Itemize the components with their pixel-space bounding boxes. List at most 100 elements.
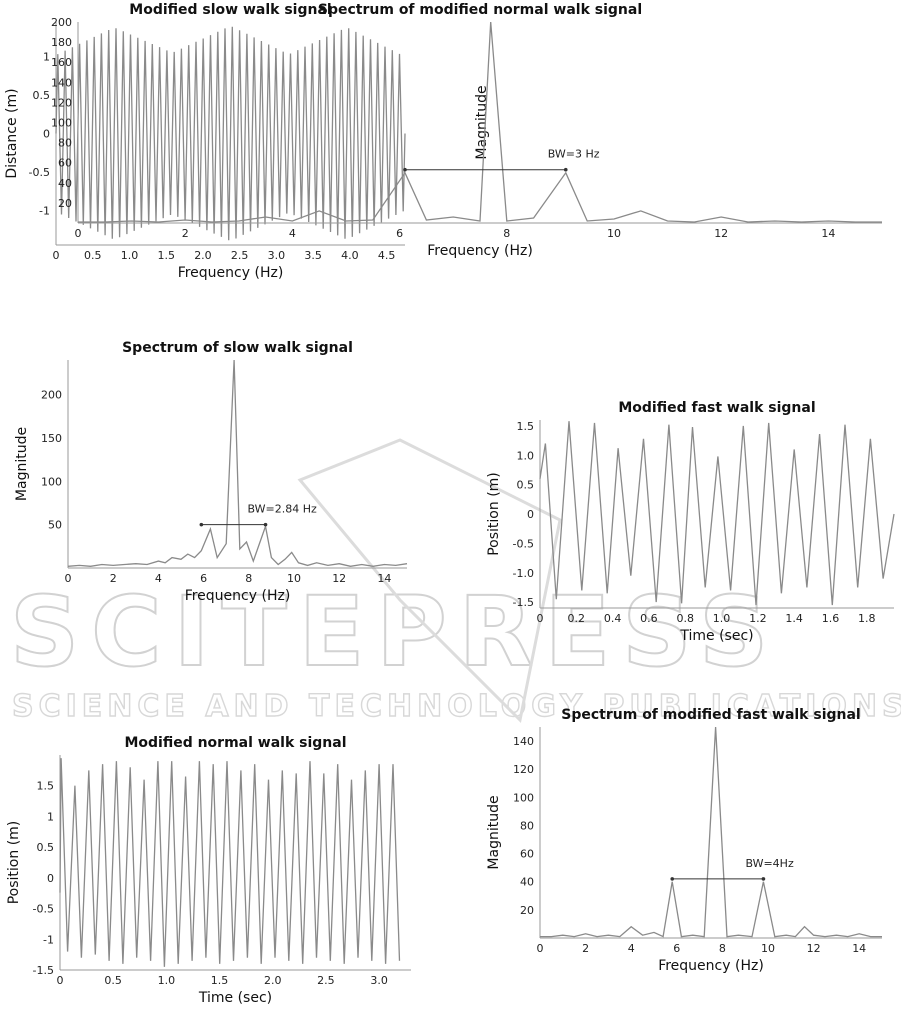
- x-tick-label: 0.6: [640, 612, 658, 625]
- x-tick-label: 0.2: [568, 612, 586, 625]
- x-tick-label: 10: [287, 572, 301, 585]
- x-tick-label: 6: [396, 227, 403, 240]
- fast_walk_signal-svg: Modified fast walk signal 0 0.2 0.4 0.6 0.8 1.…: [486, 400, 895, 644]
- y-tick-label: 120: [513, 763, 534, 776]
- y-tick-label: 200: [51, 16, 72, 29]
- series-line: [67, 359, 408, 567]
- y-tick-label: 0.5: [37, 841, 55, 854]
- y-tick-label: 0: [527, 508, 534, 521]
- bandwidth-endpoint: [563, 167, 568, 172]
- x-axis-label: Frequency (Hz): [178, 265, 284, 281]
- y-tick-label: 140: [51, 76, 72, 89]
- y-tick-label: 80: [58, 137, 72, 150]
- y-tick-label: 20: [58, 197, 72, 210]
- y-tick-label: 40: [520, 876, 534, 889]
- chart-normal-walk-spectrum: Spectrum of modified normal walk signal 0…: [51, 0, 901, 290]
- x-tick-label: 6: [200, 572, 207, 585]
- bandwidth-endpoint: [761, 877, 766, 881]
- y-tick-label: 1: [47, 810, 54, 823]
- bandwidth-endpoint: [403, 167, 407, 172]
- y-tick-label: 40: [58, 177, 72, 190]
- x-axis-label: Time (sec): [679, 628, 753, 644]
- x-tick-label: 8: [719, 942, 726, 955]
- chart-normal-walk-signal: Modified normal walk signal 0 0.5 1.0 1.5 2.0…: [0, 720, 440, 1015]
- y-tick-label: 120: [51, 96, 72, 109]
- x-tick-label: 1.5: [211, 974, 229, 987]
- y-tick-label: 60: [520, 848, 534, 861]
- x-tick-label: 4: [289, 227, 296, 240]
- x-tick-label: 0: [65, 572, 72, 585]
- bandwidth-label: BW=4Hz: [745, 857, 794, 870]
- bandwidth-endpoint: [670, 877, 675, 881]
- x-axis-label: Time (sec): [198, 990, 272, 1006]
- x-tick-label: 8: [503, 227, 510, 240]
- y-tick-label: 150: [41, 432, 62, 445]
- y-axis-label: Magnitude: [14, 427, 30, 501]
- x-tick-label: 4.5: [378, 249, 396, 262]
- series-line: [540, 726, 882, 938]
- x-tick-label: 3.0: [268, 249, 286, 262]
- chart-fast-walk-signal: Modified fast walk signal 0 0.2 0.4 0.6 0.8 1.…: [470, 380, 901, 680]
- x-tick-label: 12: [714, 227, 728, 240]
- x-tick-label: 1.5: [157, 249, 175, 262]
- chart-title: Modified slow walk signal: [129, 2, 331, 18]
- x-tick-label: 14: [852, 942, 866, 955]
- chart-title: Spectrum of modified fast walk signal: [561, 707, 860, 723]
- normal_walk_signal-svg: Modified normal walk signal 0 0.5 1.0 1.5 2.0…: [6, 735, 411, 1006]
- normal_walk_spectrum-svg: Spectrum of modified normal walk signal 0…: [51, 2, 882, 259]
- series-line: [78, 21, 882, 223]
- y-tick-label: 1.5: [37, 780, 55, 793]
- x-axis-label: Frequency (Hz): [427, 243, 533, 259]
- x-tick-label: 3.5: [304, 249, 322, 262]
- y-tick-label: -1.5: [513, 596, 534, 609]
- x-tick-label: 12: [332, 572, 346, 585]
- x-tick-label: 2: [582, 942, 589, 955]
- y-tick-label: -1.0: [513, 567, 534, 580]
- y-tick-label: 100: [513, 791, 534, 804]
- x-tick-label: 2.5: [231, 249, 249, 262]
- y-tick-label: -0.5: [33, 903, 54, 916]
- x-tick-label: 0: [537, 612, 544, 625]
- x-tick-label: 0.5: [84, 249, 102, 262]
- x-tick-label: 4: [628, 942, 635, 955]
- x-tick-label: 1.4: [785, 612, 803, 625]
- x-tick-label: 0.8: [676, 612, 694, 625]
- x-tick-label: 1.0: [713, 612, 731, 625]
- y-axis-label: Position (m): [486, 472, 502, 556]
- x-tick-label: 12: [807, 942, 821, 955]
- x-axis-label: Frequency (Hz): [658, 958, 764, 974]
- y-tick-label: -1: [39, 204, 50, 217]
- chart-title: Modified fast walk signal: [618, 400, 815, 416]
- x-tick-label: 0: [53, 249, 60, 262]
- x-tick-label: 2.5: [317, 974, 335, 987]
- chart-title: Spectrum of slow walk signal: [122, 340, 353, 356]
- y-tick-label: 160: [51, 56, 72, 69]
- y-tick-label: 0.5: [33, 89, 51, 102]
- x-tick-label: 10: [761, 942, 775, 955]
- series-line: [539, 421, 895, 606]
- y-tick-label: 180: [51, 36, 72, 49]
- x-tick-label: 0: [57, 974, 64, 987]
- x-tick-label: 2.0: [264, 974, 282, 987]
- x-tick-label: 1.8: [858, 612, 876, 625]
- y-tick-label: -0.5: [513, 537, 534, 550]
- y-axis-label: Magnitude: [474, 85, 490, 159]
- x-tick-label: 4: [155, 572, 162, 585]
- x-tick-label: 1.0: [121, 249, 139, 262]
- y-tick-label: 100: [51, 117, 72, 130]
- x-tick-label: 2: [110, 572, 117, 585]
- bandwidth-label: BW=2.84 Hz: [248, 503, 318, 516]
- x-axis-label: Frequency (Hz): [185, 588, 291, 604]
- bandwidth-label: BW=3 Hz: [548, 148, 600, 161]
- y-tick-label: 60: [58, 157, 72, 170]
- x-tick-label: 14: [821, 227, 835, 240]
- y-tick-label: 100: [41, 475, 62, 488]
- y-tick-label: 80: [520, 819, 534, 832]
- bandwidth-endpoint: [263, 522, 268, 527]
- series-line: [59, 758, 401, 967]
- y-tick-label: -1: [43, 933, 54, 946]
- y-tick-label: 50: [48, 519, 62, 532]
- y-tick-label: 200: [41, 389, 62, 402]
- y-tick-label: 0.5: [517, 479, 535, 492]
